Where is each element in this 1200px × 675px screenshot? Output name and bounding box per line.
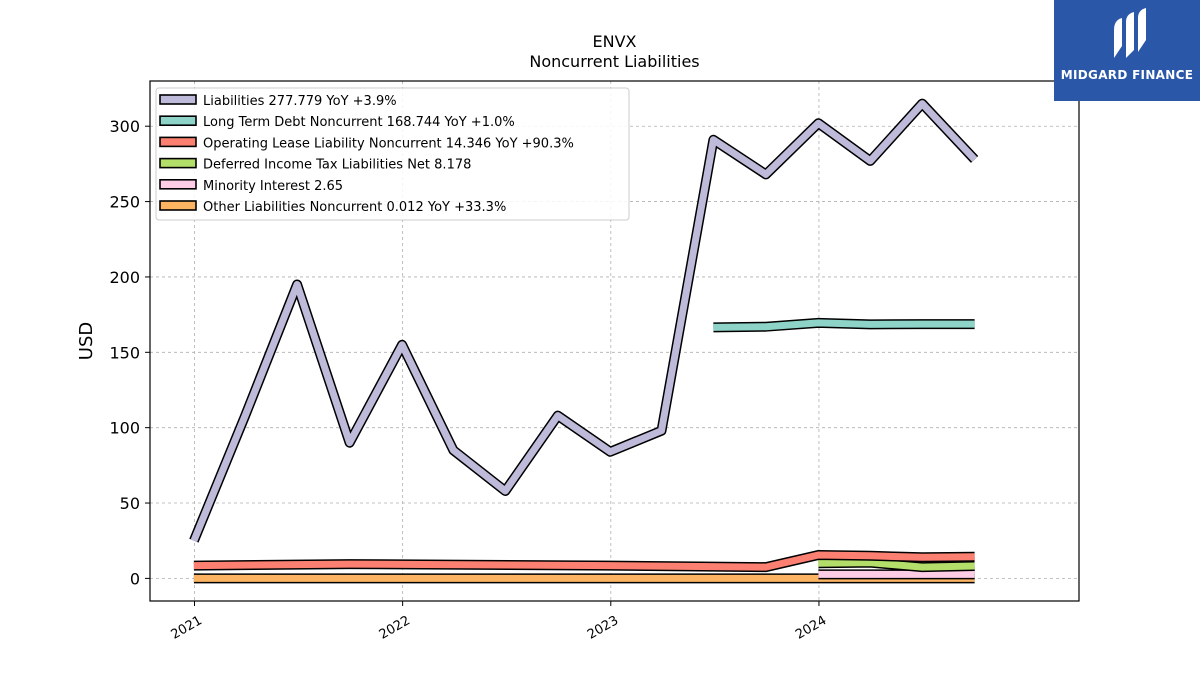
series-layer xyxy=(189,98,979,584)
legend-box xyxy=(155,87,630,221)
axes: 0 50 100 150 200 250 300 2021 2022 2023 2024 xyxy=(109,117,829,643)
chart-title: ENVX xyxy=(592,32,637,51)
plot-frame xyxy=(149,80,1080,602)
y-tick-label: 300 xyxy=(109,117,140,136)
y-tick-label: 0 xyxy=(130,569,140,588)
series-line xyxy=(713,319,975,331)
y-tick-label: 200 xyxy=(109,268,140,287)
legend-swatch xyxy=(159,94,197,105)
y-tick-label: 50 xyxy=(120,494,140,513)
legend-swatch xyxy=(159,115,197,126)
logo-text: MIDGARD FINANCE xyxy=(1060,68,1194,82)
legend-label: Deferred Income Tax Liabilities Net 8.17… xyxy=(203,158,471,173)
series-line xyxy=(193,551,975,571)
legend-swatch xyxy=(159,157,197,169)
x-tick-label: 2022 xyxy=(377,613,413,643)
chart-subtitle: Noncurrent Liabilities xyxy=(529,52,700,71)
series-line xyxy=(190,100,978,543)
x-tick-label: 2023 xyxy=(585,613,621,643)
legend-label: Liabilities 277.779 YoY +3.9% xyxy=(203,94,397,109)
legend-label: Long Term Debt Noncurrent 168.744 YoY +1… xyxy=(203,115,515,130)
midgard-logo-icon xyxy=(1114,8,1146,58)
legend-swatch xyxy=(159,179,197,190)
legend-label: Other Liabilities Noncurrent 0.012 YoY +… xyxy=(203,200,506,215)
series-line xyxy=(818,559,975,571)
y-axis-label: USD xyxy=(76,322,97,360)
legend: Liabilities 277.779 YoY +3.9% Long Term D… xyxy=(155,87,630,221)
legend-swatch xyxy=(159,200,197,211)
legend-label: Operating Lease Liability Noncurrent 14.… xyxy=(203,136,574,151)
y-tick-label: 100 xyxy=(109,419,140,438)
legend-label: Minority Interest 2.65 xyxy=(203,179,343,194)
legend-swatch xyxy=(159,136,197,148)
y-tick-label: 250 xyxy=(109,193,140,212)
x-tick-label: 2021 xyxy=(169,613,205,643)
y-tick-label: 150 xyxy=(109,343,140,362)
midgard-logo: MIDGARD FINANCE xyxy=(1054,0,1200,101)
x-tick-label: 2024 xyxy=(793,613,829,643)
